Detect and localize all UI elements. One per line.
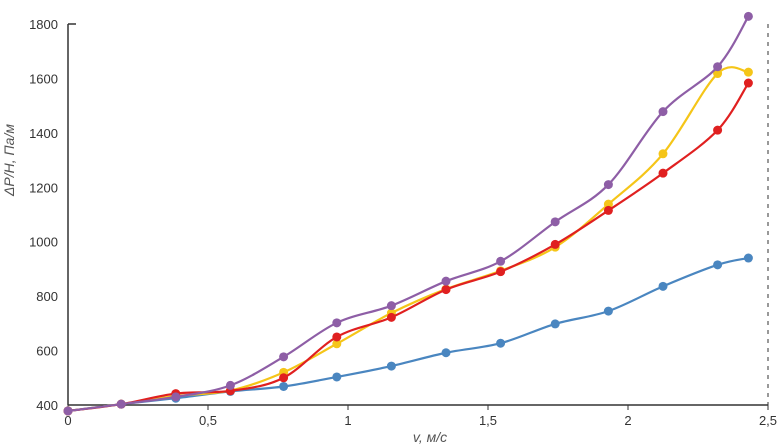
data-point: [658, 149, 668, 159]
data-point: [603, 199, 613, 209]
data-point: [279, 373, 289, 383]
data-point: [332, 318, 342, 328]
data-point: [496, 338, 506, 348]
y-tick-label: 1400: [29, 126, 58, 141]
data-point: [658, 281, 668, 291]
data-point: [441, 276, 451, 286]
data-point: [441, 285, 451, 295]
y-tick-label: 800: [36, 289, 58, 304]
data-point: [743, 78, 753, 88]
series-line: [67, 256, 749, 413]
data-point: [658, 107, 668, 117]
data-point: [279, 352, 289, 362]
series-line: [67, 66, 749, 413]
series-line: [67, 15, 750, 413]
data-point: [332, 339, 342, 349]
x-axis-label: v, м/с: [413, 429, 447, 445]
series-4: [63, 11, 753, 416]
data-point: [386, 301, 396, 311]
y-tick-label: 400: [36, 398, 58, 413]
data-point: [332, 332, 342, 342]
data-point: [743, 67, 753, 77]
data-point: [713, 69, 723, 79]
data-point: [171, 392, 181, 402]
data-point: [225, 380, 235, 390]
data-point: [386, 312, 396, 322]
data-point: [713, 260, 723, 270]
data-point: [603, 205, 613, 215]
y-axis-label: ΔP/H, Па/м: [1, 124, 17, 197]
data-point: [63, 406, 73, 416]
y-tick-label: 1000: [29, 235, 58, 250]
data-point: [116, 399, 126, 409]
data-point: [550, 239, 560, 249]
y-tick-label: 1600: [29, 71, 58, 86]
data-point: [713, 62, 723, 72]
data-point: [550, 217, 560, 227]
x-tick-label: 1,5: [479, 413, 497, 428]
data-point: [332, 372, 342, 382]
data-point: [496, 256, 506, 266]
series-layer: [63, 11, 753, 416]
data-point: [441, 348, 451, 358]
data-point: [496, 267, 506, 277]
series-2: [63, 66, 753, 416]
x-axis-ticks: 0 0,5 1 1,5 2 2,5: [64, 405, 777, 428]
data-point: [713, 125, 723, 135]
data-point: [603, 180, 613, 190]
series-1: [63, 253, 753, 416]
y-tick-label: 600: [36, 344, 58, 359]
plot-frame: [67, 23, 769, 406]
y-tick-label: 1200: [29, 180, 58, 195]
x-tick-label: 0,5: [199, 413, 217, 428]
y-axis-ticks: 400 600 800 1000 1200 1400 1600 1800: [29, 17, 58, 413]
x-tick-label: 2,5: [759, 413, 777, 428]
x-tick-label: 1: [344, 413, 351, 428]
x-tick-label: 0: [64, 413, 71, 428]
data-point: [550, 319, 560, 329]
y-tick-label: 1800: [29, 17, 58, 32]
data-point: [386, 361, 396, 371]
data-point: [743, 253, 753, 263]
data-point: [658, 168, 668, 178]
data-point: [743, 11, 753, 21]
x-tick-label: 2: [624, 413, 631, 428]
data-point: [603, 306, 613, 316]
data-point: [279, 381, 289, 391]
